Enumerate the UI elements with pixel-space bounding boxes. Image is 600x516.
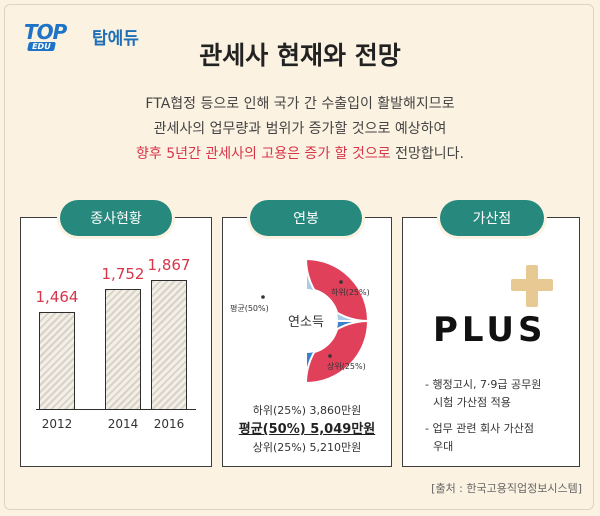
bar-2012	[39, 311, 75, 409]
bar-year-2014: 2014	[107, 417, 139, 431]
bar-2016	[151, 279, 187, 409]
donut-label-upper: 상위(25%)	[327, 361, 366, 371]
donut-center-label: 연소득	[288, 315, 324, 330]
employment-pill: 종사현황	[60, 200, 172, 236]
lower-dot	[339, 280, 343, 284]
salary-panel: 연소득 평균(50%) 하위(25%) 상위(25%) 하위(25%) 3,86…	[222, 217, 392, 467]
plus-wordmark: PLUS	[433, 310, 547, 350]
donut-label-avg: 평균(50%)	[230, 303, 269, 313]
bonus-item-1: - 행정고시, 7·9급 공무원 시험 가산점 적용	[425, 376, 541, 412]
bonus-panel: PLUS - 행정고시, 7·9급 공무원 시험 가산점 적용 - 업무 관련 …	[402, 217, 580, 467]
page-title: 관세사 현재와 전망	[199, 41, 401, 70]
bonus-item-1-line-1: - 행정고시, 7·9급 공무원	[425, 378, 542, 391]
employment-panel: 1,464 2012 1,752 2014 1,867 2016	[20, 217, 212, 467]
bar-2014	[105, 288, 141, 409]
x-axis-line	[36, 409, 196, 410]
intro-line-3: 향후 5년간 관세사의 고용은 증가 할 것으로 전망합니다.	[0, 142, 600, 167]
logo-name: 탑에듀	[92, 28, 139, 49]
intro-highlight: 향후 5년간 관세사의 고용은 증가 할 것으로	[136, 146, 391, 162]
upper-dot	[328, 354, 332, 358]
card-frame	[4, 4, 594, 510]
bonus-item-1-line-2: 시험 가산점 적용	[433, 396, 511, 409]
source-citation: [출처 : 한국고용직업정보시스템]	[431, 482, 582, 495]
logo-top-text: TOP	[24, 20, 67, 44]
bonus-item-2-line-1: - 업무 관련 회사 가산점	[425, 422, 535, 435]
plus-sign-icon-bar	[511, 279, 553, 291]
intro-line-3-rest: 전망합니다.	[390, 146, 464, 162]
salary-upper: 상위(25%) 5,210만원	[252, 441, 362, 454]
donut-hole	[274, 289, 338, 353]
salary-lower: 하위(25%) 3,860만원	[252, 404, 362, 417]
bar-year-2012: 2012	[41, 417, 73, 431]
bonus-item-2: - 업무 관련 회사 가산점 우대	[425, 420, 534, 456]
bonus-pill: 가산점	[440, 200, 544, 236]
bar-value-2014: 1,752	[101, 264, 145, 283]
salary-donut-chart: 연소득 평균(50%) 하위(25%) 상위(25%)	[230, 257, 370, 385]
bonus-item-2-line-2: 우대	[433, 440, 454, 453]
intro-line-2: 관세사의 업무량과 범위가 증가할 것으로 예상하여	[153, 121, 447, 137]
brand-logo[interactable]: TOP EDU 탑에듀	[20, 20, 139, 52]
bar-year-2016: 2016	[153, 417, 185, 431]
bar-value-2016: 1,867	[147, 255, 191, 274]
bar-value-2012: 1,464	[35, 287, 79, 306]
salary-pill: 연봉	[250, 200, 362, 236]
donut-label-lower: 하위(25%)	[331, 287, 370, 297]
intro-line-1: FTA협정 등으로 인해 국가 간 수출입이 활발해지므로	[145, 96, 455, 112]
top-edu-badge: TOP EDU	[20, 20, 90, 52]
intro-text: FTA협정 등으로 인해 국가 간 수출입이 활발해지므로 관세사의 업무량과 …	[0, 92, 600, 167]
avg-dot	[261, 295, 265, 299]
salary-average: 평균(50%) 5,049만원	[238, 422, 376, 437]
